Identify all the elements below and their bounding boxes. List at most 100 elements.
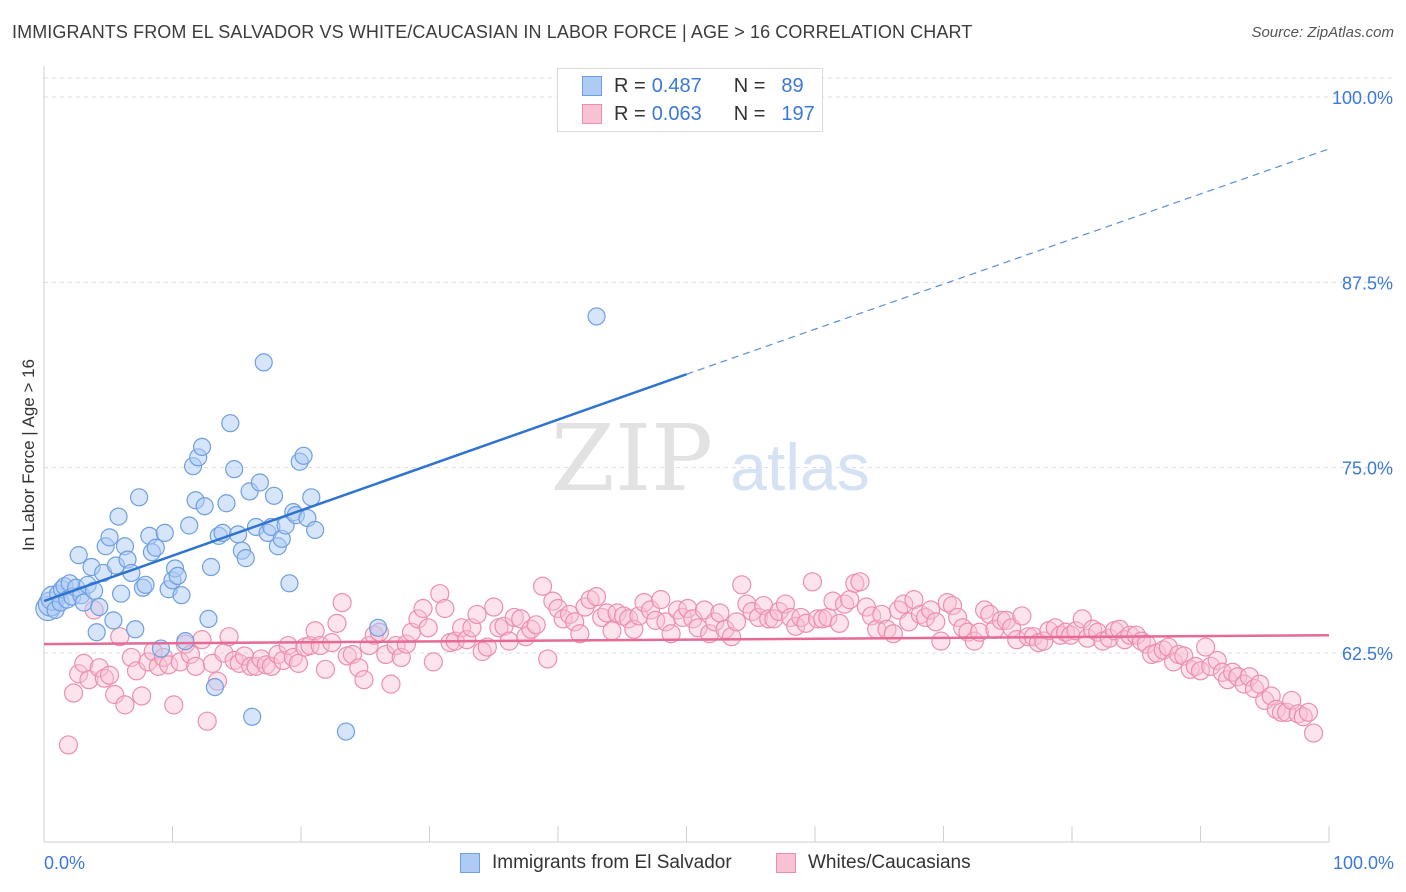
point-whites-caucasians	[759, 609, 779, 629]
point-whites-caucasians	[613, 606, 634, 626]
point-el-salvador	[69, 546, 88, 565]
point-el-salvador	[111, 584, 131, 603]
point-whites-caucasians	[791, 607, 811, 628]
point-whites-caucasians	[423, 652, 443, 672]
legend-n-value: 197	[781, 102, 815, 125]
point-whites-caucasians	[1228, 667, 1248, 687]
point-whites-caucasians	[63, 683, 84, 703]
point-whites-caucasians	[197, 711, 217, 731]
point-whites-caucasians	[894, 594, 914, 614]
point-whites-caucasians	[1066, 621, 1086, 641]
point-whites-caucasians	[349, 658, 369, 678]
point-whites-caucasians	[883, 624, 903, 644]
point-el-salvador	[201, 557, 221, 577]
legend-r-label: R =	[614, 102, 646, 125]
point-whites-caucasians	[164, 695, 184, 715]
point-whites-caucasians	[105, 684, 125, 705]
point-whites-caucasians	[418, 618, 438, 638]
point-whites-caucasians	[58, 735, 79, 755]
legend-swatch-blue	[582, 76, 602, 96]
trend-lines	[43, 148, 1330, 646]
point-whites-caucasians	[1007, 630, 1027, 650]
point-whites-caucasians	[1288, 704, 1308, 724]
point-whites-caucasians	[110, 627, 130, 647]
point-whites-caucasians	[288, 653, 309, 673]
point-whites-caucasians	[1207, 650, 1227, 671]
point-el-salvador	[264, 486, 284, 505]
point-whites-caucasians	[159, 655, 179, 675]
point-whites-caucasians	[1072, 609, 1092, 629]
point-el-salvador	[199, 609, 218, 628]
point-whites-caucasians	[192, 630, 212, 650]
legend-box: R = 0.487 N = 89 R = 0.063 N = 197	[557, 68, 823, 132]
point-whites-caucasians	[532, 576, 553, 596]
point-whites-caucasians	[1158, 637, 1178, 657]
point-whites-caucasians	[99, 665, 120, 685]
point-whites-caucasians	[89, 658, 109, 678]
point-whites-caucasians	[1050, 625, 1071, 645]
y-tick-labels: 62.5% 75.0% 87.5% 100.0%	[1332, 88, 1393, 664]
point-whites-caucasians	[526, 615, 546, 635]
point-whites-caucasians	[327, 613, 347, 633]
legend-item-el-salvador: Immigrants from El Salvador	[460, 852, 732, 874]
point-el-salvador	[369, 618, 388, 637]
point-whites-caucasians	[565, 612, 585, 632]
point-whites-caucasians	[926, 612, 946, 632]
trend-line-el-salvador	[43, 373, 687, 603]
point-whites-caucasians	[69, 664, 89, 684]
series-immigrants-el-salvador	[35, 307, 606, 741]
point-whites-caucasians	[931, 631, 951, 651]
point-el-salvador	[172, 586, 191, 605]
series-whites-caucasians	[58, 572, 1324, 755]
point-el-salvador	[146, 538, 165, 557]
legend-row-series2: R = 0.063 N = 197	[558, 99, 815, 129]
legend-n-label: N =	[733, 74, 766, 97]
point-whites-caucasians	[186, 656, 206, 676]
point-whites-caucasians	[823, 591, 843, 611]
point-whites-caucasians	[673, 607, 693, 628]
point-el-salvador	[205, 678, 225, 697]
x-tick-label-min: 0.0%	[44, 853, 85, 873]
chart-title: IMMIGRANTS FROM EL SALVADOR VS WHITE/CAU…	[12, 22, 973, 42]
point-el-salvador	[587, 307, 606, 326]
legend-swatch-pink	[776, 853, 796, 873]
point-el-salvador	[129, 488, 149, 507]
point-whites-caucasians	[138, 652, 158, 672]
point-el-salvador	[294, 446, 313, 465]
point-whites-caucasians	[921, 600, 941, 620]
legend-swatch-pink	[582, 104, 602, 124]
point-el-salvador	[236, 549, 255, 568]
legend-n-value: 89	[781, 74, 804, 97]
point-whites-caucasians	[748, 607, 769, 628]
point-whites-caucasians	[261, 656, 282, 676]
point-whites-caucasians	[646, 610, 666, 630]
point-whites-caucasians	[856, 597, 877, 617]
point-whites-caucasians	[219, 627, 239, 647]
legend-swatch-blue	[460, 853, 480, 873]
point-el-salvador	[306, 520, 325, 540]
point-whites-caucasians	[241, 656, 261, 676]
y-tick-label: 87.5%	[1342, 273, 1393, 293]
point-whites-caucasians	[477, 637, 497, 657]
point-whites-caucasians	[1190, 661, 1211, 681]
legend-r-label: R =	[614, 74, 646, 97]
trend-line-whites-caucasians	[43, 633, 1330, 646]
point-whites-caucasians	[305, 621, 325, 641]
watermark: ZIP atlas	[551, 405, 870, 512]
point-el-salvador	[87, 623, 106, 642]
point-whites-caucasians	[732, 575, 752, 595]
point-el-salvador	[217, 494, 236, 513]
legend-label-el-salvador: Immigrants from El Salvador	[492, 852, 732, 873]
point-el-salvador	[126, 620, 145, 639]
point-whites-caucasians	[661, 624, 681, 644]
point-whites-caucasians	[548, 598, 568, 619]
point-whites-caucasians	[980, 604, 1000, 625]
point-el-salvador	[109, 507, 128, 526]
point-whites-caucasians	[948, 607, 968, 628]
point-whites-caucasians	[1196, 637, 1216, 657]
legend-n-label: N =	[733, 102, 766, 125]
point-whites-caucasians	[354, 670, 374, 690]
point-whites-caucasians	[484, 597, 504, 617]
y-axis-label: In Labor Force | Age > 16	[19, 359, 38, 551]
